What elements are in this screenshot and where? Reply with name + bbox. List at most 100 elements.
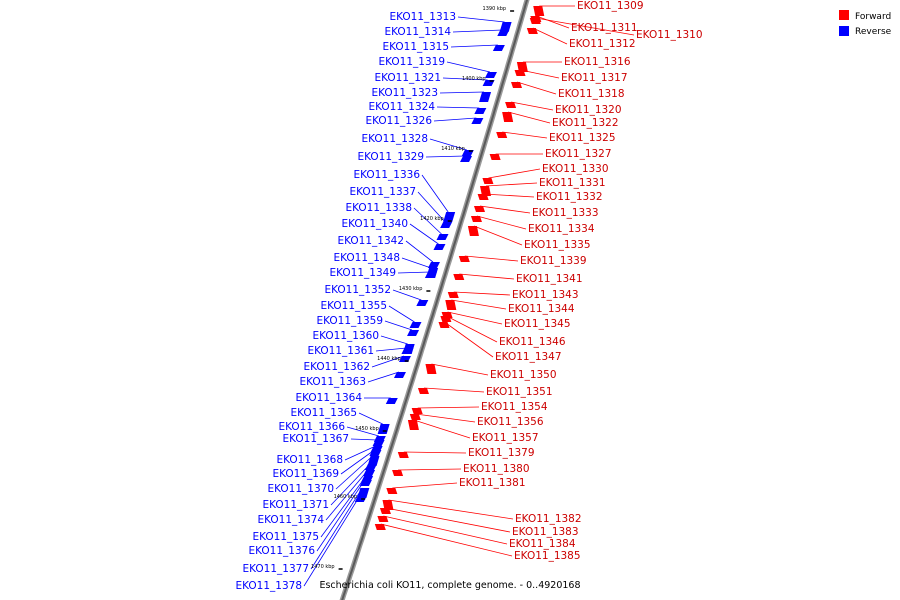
forward-gene-feature[interactable] <box>526 28 538 34</box>
gene-label-forward[interactable]: EKO11_1320 <box>555 104 622 116</box>
forward-gene-feature[interactable] <box>470 216 482 222</box>
gene-label-reverse[interactable]: EKO11_1364 <box>295 392 362 404</box>
forward-gene-feature[interactable] <box>440 316 452 322</box>
gene-label-forward[interactable]: EKO11_1322 <box>552 117 619 129</box>
gene-label-forward[interactable]: EKO11_1332 <box>536 191 603 203</box>
gene-label-reverse[interactable]: EKO11_1360 <box>312 330 379 342</box>
forward-gene-feature[interactable] <box>447 292 459 298</box>
gene-label-reverse[interactable]: EKO11_1375 <box>252 531 319 543</box>
gene-label-forward[interactable]: EKO11_1341 <box>516 273 583 285</box>
forward-gene-feature[interactable] <box>505 102 517 108</box>
gene-label-forward[interactable]: EKO11_1384 <box>509 538 576 550</box>
gene-label-forward[interactable]: EKO11_1351 <box>486 386 553 398</box>
forward-gene-feature[interactable] <box>496 132 508 138</box>
gene-label-reverse[interactable]: EKO11_1329 <box>357 151 424 163</box>
gene-label-reverse[interactable]: EKO11_1313 <box>389 11 456 23</box>
reverse-gene-feature[interactable] <box>377 424 390 434</box>
gene-label-forward[interactable]: EKO11_1310 <box>636 29 703 41</box>
gene-label-forward[interactable]: EKO11_1335 <box>524 239 591 251</box>
gene-label-reverse[interactable]: EKO11_1370 <box>267 483 334 495</box>
gene-label-reverse[interactable]: EKO11_1367 <box>282 433 349 445</box>
gene-label-forward[interactable]: EKO11_1333 <box>532 207 599 219</box>
gene-label-reverse[interactable]: EKO11_1369 <box>272 468 339 480</box>
forward-gene-feature[interactable] <box>511 82 523 88</box>
reverse-gene-feature[interactable] <box>357 488 370 498</box>
forward-gene-feature[interactable] <box>477 194 489 200</box>
gene-label-reverse[interactable]: EKO11_1314 <box>384 26 451 38</box>
reverse-gene-feature[interactable] <box>359 480 372 486</box>
forward-gene-feature[interactable] <box>409 414 421 420</box>
reverse-gene-feature[interactable] <box>479 92 492 102</box>
gene-label-forward[interactable]: EKO11_1311 <box>571 22 638 34</box>
reverse-gene-feature[interactable] <box>436 234 449 240</box>
reverse-gene-feature[interactable] <box>443 212 456 222</box>
forward-gene-feature[interactable] <box>502 112 514 122</box>
forward-gene-feature[interactable] <box>533 6 545 16</box>
gene-label-forward[interactable]: EKO11_1382 <box>515 513 582 525</box>
reverse-gene-feature[interactable] <box>484 72 497 78</box>
gene-label-reverse[interactable]: EKO11_1324 <box>368 101 435 113</box>
gene-label-reverse[interactable]: EKO11_1355 <box>320 300 387 312</box>
gene-label-forward[interactable]: EKO11_1327 <box>545 148 612 160</box>
reverse-gene-feature[interactable] <box>492 45 505 51</box>
reverse-gene-feature[interactable] <box>433 244 446 250</box>
gene-label-reverse[interactable]: EKO11_1319 <box>378 56 445 68</box>
reverse-gene-feature[interactable] <box>424 272 437 278</box>
gene-label-reverse[interactable]: EKO11_1377 <box>242 563 309 575</box>
gene-label-forward[interactable]: EKO11_1330 <box>542 163 609 175</box>
gene-label-reverse[interactable]: EKO11_1371 <box>262 499 329 511</box>
gene-label-reverse[interactable]: EKO11_1337 <box>349 186 416 198</box>
reverse-gene-feature[interactable] <box>474 108 487 114</box>
gene-label-forward[interactable]: EKO11_1334 <box>528 223 595 235</box>
forward-gene-feature[interactable] <box>489 154 501 160</box>
forward-gene-feature[interactable] <box>379 508 391 514</box>
reverse-gene-feature[interactable] <box>460 156 473 162</box>
gene-label-forward[interactable]: EKO11_1346 <box>499 336 566 348</box>
gene-label-forward[interactable]: EKO11_1385 <box>514 550 581 562</box>
forward-gene-feature[interactable] <box>425 364 437 374</box>
gene-label-forward[interactable]: EKO11_1309 <box>577 0 644 12</box>
reverse-gene-feature[interactable] <box>369 450 382 456</box>
gene-label-reverse[interactable]: EKO11_1362 <box>303 361 370 373</box>
forward-gene-feature[interactable] <box>392 470 404 476</box>
reverse-gene-feature[interactable] <box>367 456 380 466</box>
gene-label-reverse[interactable]: EKO11_1321 <box>374 72 441 84</box>
gene-label-forward[interactable]: EKO11_1312 <box>569 38 636 50</box>
reverse-gene-feature[interactable] <box>499 22 512 32</box>
reverse-gene-feature[interactable] <box>497 30 510 36</box>
forward-gene-feature[interactable] <box>458 256 470 262</box>
gene-label-forward[interactable]: EKO11_1350 <box>490 369 557 381</box>
gene-label-forward[interactable]: EKO11_1379 <box>468 447 535 459</box>
reverse-gene-feature[interactable] <box>416 300 429 306</box>
forward-gene-feature[interactable] <box>374 524 386 530</box>
gene-label-forward[interactable]: EKO11_1356 <box>477 416 544 428</box>
gene-label-reverse[interactable]: EKO11_1368 <box>276 454 343 466</box>
forward-gene-feature[interactable] <box>417 388 429 394</box>
gene-label-reverse[interactable]: EKO11_1338 <box>345 202 412 214</box>
gene-label-forward[interactable]: EKO11_1325 <box>549 132 616 144</box>
gene-label-forward[interactable]: EKO11_1381 <box>459 477 526 489</box>
forward-gene-feature[interactable] <box>377 516 389 522</box>
gene-label-reverse[interactable]: EKO11_1359 <box>316 315 383 327</box>
forward-gene-feature[interactable] <box>514 70 526 76</box>
reverse-gene-feature[interactable] <box>393 372 406 378</box>
forward-gene-feature[interactable] <box>516 62 528 72</box>
gene-label-forward[interactable]: EKO11_1344 <box>508 303 575 315</box>
gene-label-reverse[interactable]: EKO11_1315 <box>382 41 449 53</box>
forward-gene-feature[interactable] <box>438 322 450 328</box>
gene-label-reverse[interactable]: EKO11_1328 <box>361 133 428 145</box>
forward-gene-feature[interactable] <box>529 18 541 24</box>
reverse-gene-feature[interactable] <box>409 322 422 328</box>
gene-label-forward[interactable]: EKO11_1347 <box>495 351 562 363</box>
gene-label-reverse[interactable]: EKO11_1326 <box>365 115 432 127</box>
forward-gene-feature[interactable] <box>480 186 492 196</box>
forward-gene-feature[interactable] <box>467 226 479 236</box>
gene-label-forward[interactable]: EKO11_1317 <box>561 72 628 84</box>
gene-label-reverse[interactable]: EKO11_1349 <box>329 267 396 279</box>
gene-label-reverse[interactable]: EKO11_1340 <box>341 218 408 230</box>
reverse-gene-feature[interactable] <box>427 262 440 268</box>
forward-gene-feature[interactable] <box>407 420 419 430</box>
gene-label-forward[interactable]: EKO11_1318 <box>558 88 625 100</box>
gene-label-reverse[interactable]: EKO11_1366 <box>278 421 345 433</box>
gene-label-forward[interactable]: EKO11_1383 <box>512 526 579 538</box>
